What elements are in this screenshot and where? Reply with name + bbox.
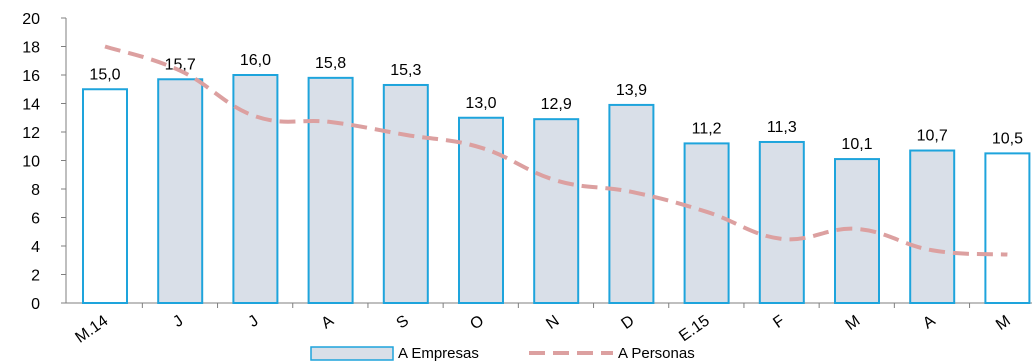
bar-value-label: 11,2	[692, 120, 722, 137]
bar-value-label: 13,0	[465, 95, 496, 112]
bar-a-empresas	[232, 74, 279, 304]
legend-label-a-personas: A Personas	[618, 345, 695, 361]
x-tick-label: A	[318, 312, 337, 332]
x-tick-label: J	[245, 312, 261, 331]
bar-a-empresas	[82, 88, 128, 304]
y-tick-label: 14	[22, 97, 40, 114]
y-tick-label: 0	[31, 296, 40, 313]
bar-a-empresas	[758, 140, 805, 304]
x-tick-label: M	[993, 312, 1014, 334]
bar-a-empresas	[458, 116, 504, 304]
y-tick-label: 16	[22, 68, 40, 85]
x-tick-label: D	[618, 312, 637, 333]
bar-a-empresas	[909, 149, 956, 304]
bar-a-empresas	[382, 83, 429, 304]
bar-a-empresas	[533, 118, 580, 304]
legend: A Empresas A Personas	[310, 345, 695, 361]
x-tick-label: E.15	[676, 312, 713, 345]
bar-value-label: 16,0	[240, 52, 271, 69]
x-tick-label: A	[920, 312, 939, 332]
bar-a-empresas	[307, 76, 354, 304]
y-tick-label: 20	[22, 11, 40, 28]
x-tick-label: N	[543, 312, 562, 333]
line-series	[104, 44, 1008, 257]
x-tick-label: S	[394, 312, 412, 332]
bar-series	[82, 74, 1031, 305]
bar-value-label: 15,7	[165, 56, 196, 73]
bar-data-labels: 15,0 15,7 16,0 15,8 15,3 13,0 12,9 13,9 11,2 11,3…	[89, 52, 1023, 153]
x-tick-label: F	[770, 312, 788, 332]
bar-value-label: 15,0	[89, 66, 120, 83]
bar-value-label: 12,9	[541, 96, 572, 113]
bar-value-label: 15,3	[390, 62, 421, 79]
y-tick-label: 2	[31, 268, 40, 285]
legend-label-a-empresas: A Empresas	[398, 345, 479, 361]
x-tick-label: M.14	[72, 312, 111, 346]
bar-value-label: 11,3	[767, 119, 797, 136]
y-tick-label: 18	[22, 40, 40, 57]
y-tick-label: 4	[31, 239, 40, 256]
y-tick-label: 12	[22, 125, 40, 142]
bar-value-label: 10,1	[841, 136, 872, 153]
y-tick-label: 6	[31, 211, 40, 228]
bar-value-label: 10,5	[992, 130, 1023, 147]
y-tick-label: 10	[22, 154, 40, 171]
y-tick-label: 8	[31, 182, 40, 199]
x-tick-label: M	[843, 312, 864, 334]
bar-a-empresas	[984, 152, 1031, 304]
bar-a-empresas	[157, 78, 204, 305]
bar-a-empresas	[683, 142, 730, 304]
y-axis: 0 2 4 6 8 10 12 14 16 18 20	[22, 11, 67, 313]
x-axis: M.14 J J A S O N D E.15 F M A M	[66, 302, 1032, 347]
x-tick-label: J	[170, 312, 186, 331]
bar-value-label: 13,9	[616, 82, 647, 99]
bar-value-label: 10,7	[917, 128, 948, 145]
bar-value-label: 15,8	[315, 55, 346, 72]
legend-swatch-a-empresas	[310, 346, 394, 361]
x-tick-label: O	[467, 312, 487, 333]
bar-a-empresas	[608, 103, 655, 304]
